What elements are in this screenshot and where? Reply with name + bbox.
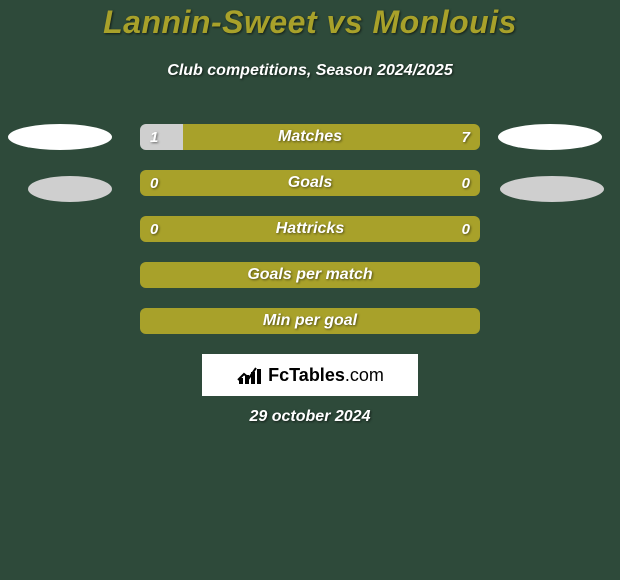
player-right-ellipse-1 (498, 124, 602, 150)
comparison-card: Lannin-Sweet vs Monlouis Club competitio… (0, 0, 620, 580)
stat-bar-label: Min per goal (140, 308, 480, 334)
stat-bars: Matches17Goals00Hattricks00Goals per mat… (140, 124, 480, 354)
stat-bar-left-value: 0 (150, 170, 158, 196)
stat-bar-label: Matches (140, 124, 480, 150)
brand-light: .com (345, 365, 384, 385)
card-title: Lannin-Sweet vs Monlouis (0, 4, 620, 41)
stat-bar-label: Hattricks (140, 216, 480, 242)
stat-bar: Goals per match (140, 262, 480, 288)
player-left-ellipse-2 (28, 176, 112, 202)
stat-bar: Min per goal (140, 308, 480, 334)
stat-bar-right-value: 0 (462, 170, 470, 196)
date-text: 29 october 2024 (0, 408, 620, 426)
stat-bar-label: Goals per match (140, 262, 480, 288)
player-left-ellipse-1 (8, 124, 112, 150)
brand-logo: FcTables.com (202, 354, 418, 396)
brand-text: FcTables.com (268, 365, 384, 386)
stat-bar-right-value: 0 (462, 216, 470, 242)
stat-bar-right-value: 7 (462, 124, 470, 150)
player-right-ellipse-2 (500, 176, 604, 202)
stat-bar-left-value: 0 (150, 216, 158, 242)
brand-bold: FcTables (268, 365, 345, 385)
stat-bar-label: Goals (140, 170, 480, 196)
stat-bar: Matches1 7 (140, 124, 480, 150)
card-subtitle: Club competitions, Season 2024/2025 (0, 62, 620, 80)
chart-icon (236, 364, 264, 386)
stat-bar-left-value: 1 (150, 124, 158, 150)
stat-bar: Goals0 0 (140, 170, 480, 196)
stat-bar: Hattricks0 0 (140, 216, 480, 242)
